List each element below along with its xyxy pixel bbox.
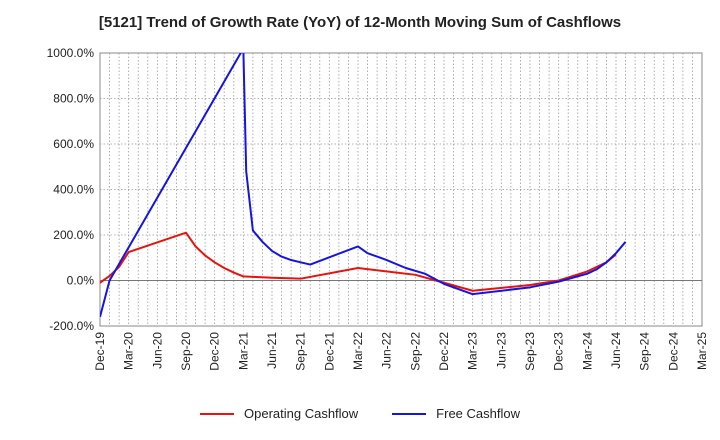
y-tick-label: 400.0% (53, 183, 94, 197)
legend-swatch-free (392, 412, 427, 415)
x-tick-label: Mar-24 (580, 332, 594, 370)
legend-label-operating: Operating Cashflow (244, 406, 359, 421)
x-tick-label: Dec-23 (552, 332, 566, 371)
chart-legend: Operating Cashflow Free Cashflow (0, 406, 720, 421)
x-tick-label: Mar-25 (695, 332, 709, 370)
chart-title: [5121] Trend of Growth Rate (YoY) of 12-… (98, 14, 622, 31)
y-tick-label: 0.0% (67, 274, 95, 288)
y-tick-label: 1000.0% (47, 46, 95, 60)
x-tick-label: Mar-21 (236, 332, 250, 370)
x-tick-label: Sep-20 (179, 332, 193, 371)
x-tick-label: Jun-24 (609, 332, 623, 369)
x-tick-label: Jun-21 (265, 332, 279, 369)
x-tick-label: Jun-22 (380, 332, 394, 369)
legend-item-operating: Operating Cashflow (200, 406, 358, 421)
operating-cashflow-line (100, 231, 617, 292)
x-tick-label: Sep-23 (523, 332, 537, 371)
x-tick-label: Sep-22 (408, 332, 422, 371)
x-tick-label: Mar-23 (466, 332, 480, 370)
legend-swatch-operating (200, 412, 234, 415)
x-tick-label: Dec-19 (93, 332, 107, 371)
y-tick-label: 200.0% (53, 228, 94, 242)
y-tick-label: 800.0% (53, 92, 94, 106)
x-tick-label: Mar-20 (122, 332, 136, 370)
legend-item-free: Free Cashflow (392, 406, 520, 421)
x-tick-label: Sep-21 (294, 332, 308, 371)
x-tick-label: Dec-20 (208, 332, 222, 371)
x-tick-label: Jun-20 (150, 332, 164, 369)
y-tick-label: -200.0% (49, 319, 94, 333)
x-tick-label: Mar-22 (351, 332, 365, 370)
x-tick-label: Sep-24 (638, 332, 652, 371)
x-tick-label: Dec-24 (666, 332, 680, 371)
free-cashflow-line (100, 53, 627, 318)
x-tick-label: Dec-21 (322, 332, 336, 371)
x-tick-label: Dec-22 (437, 332, 451, 371)
legend-label-free: Free Cashflow (436, 406, 520, 421)
y-tick-label: 600.0% (53, 137, 94, 151)
x-tick-label: Jun-23 (494, 332, 508, 369)
